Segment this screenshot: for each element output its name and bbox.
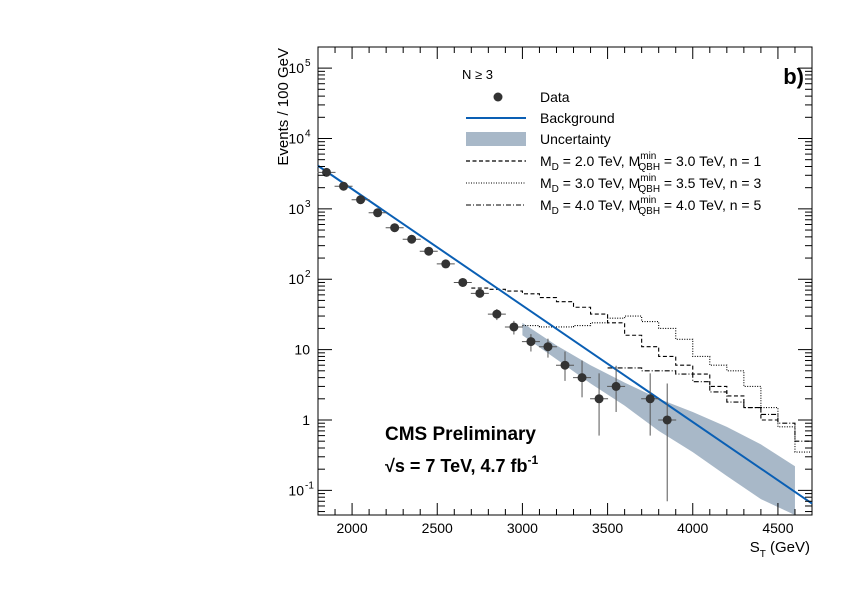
data-point-19 <box>641 373 660 436</box>
data-marker <box>645 394 655 404</box>
legend-signal-3: MD = 4.0 TeV, Mmin QBH = 4.0 TeV, n = 5 <box>466 195 761 217</box>
legend-signal-1-label: MD = 2.0 TeV, Mmin QBH = 3.0 TeV, n = 1 <box>540 151 761 173</box>
y-axis-label: Events / 100 GeV <box>275 48 292 166</box>
data-point-10 <box>470 288 489 298</box>
energy-label-text: √s = 7 TeV, 4.7 fb <box>385 456 527 476</box>
data-marker <box>424 246 434 256</box>
data-marker <box>594 394 604 404</box>
x-axis-label: ST (GeV) <box>750 539 810 560</box>
legend-signal-2-label: MD = 3.0 TeV, Mmin QBH = 3.5 TeV, n = 3 <box>540 173 761 195</box>
data-marker <box>611 381 621 391</box>
data-point-4 <box>368 208 387 218</box>
data-point-13 <box>521 334 540 352</box>
data-point-6 <box>402 234 421 244</box>
x-axis-label-unit: (GeV) <box>766 539 810 556</box>
background-fit-group <box>317 164 813 505</box>
panel-label: b) <box>783 64 804 89</box>
legend-background: Background <box>466 110 615 126</box>
data-point-8 <box>436 259 455 269</box>
y-tick-label-exponent: 2 <box>305 269 311 280</box>
data-marker <box>458 277 468 287</box>
data-marker <box>373 208 383 218</box>
x-tick-label: 4500 <box>762 520 793 536</box>
x-tick-label: 3500 <box>592 520 623 536</box>
data-points-group <box>317 167 677 502</box>
data-marker <box>662 415 672 425</box>
y-tick-label: 10 <box>288 271 304 287</box>
legend-signal-3-label: MD = 4.0 TeV, Mmin QBH = 4.0 TeV, n = 5 <box>540 195 761 217</box>
data-marker <box>543 342 553 352</box>
y-tick-label: 10 <box>294 342 310 358</box>
signal-histograms <box>471 287 812 453</box>
x-axis-label-main: S <box>750 539 760 556</box>
y-tick-label-exponent: 4 <box>305 128 311 139</box>
experiment-label: CMS Preliminary <box>385 424 536 445</box>
legend: Data Background Uncertainty MD = 2.0 TeV… <box>466 89 761 217</box>
legend-signal-1: MD = 2.0 TeV, Mmin QBH = 3.0 TeV, n = 1 <box>466 151 761 173</box>
data-marker <box>339 181 349 191</box>
data-point-5 <box>385 223 404 233</box>
data-point-2 <box>334 181 353 191</box>
legend-background-label: Background <box>540 110 615 126</box>
data-point-14 <box>538 338 557 358</box>
selection-label: N ≥ 3 <box>462 67 493 82</box>
data-marker <box>441 259 451 269</box>
y-tick-label: 10 <box>288 201 304 217</box>
data-marker <box>407 234 417 244</box>
data-point-7 <box>419 246 438 256</box>
legend-uncertainty-swatch <box>466 132 526 146</box>
x-tick-label: 2500 <box>422 520 453 536</box>
uncertainty-band-group <box>522 322 795 515</box>
y-tick-label: 10 <box>288 482 304 498</box>
data-point-15 <box>556 351 574 381</box>
data-point-12 <box>504 320 523 335</box>
data-point-18 <box>607 365 626 412</box>
data-point-17 <box>590 373 609 436</box>
legend-uncertainty-label: Uncertainty <box>540 131 611 147</box>
data-point-20 <box>658 383 677 502</box>
y-tick-label-exponent: 5 <box>305 58 311 69</box>
data-marker <box>560 360 570 370</box>
y-tick-label: 10 <box>288 130 304 146</box>
legend-data: Data <box>493 89 570 105</box>
energy-label-sup: -1 <box>527 453 538 467</box>
x-axis-label-sub: T <box>760 549 766 560</box>
data-marker <box>475 288 485 298</box>
uncertainty-band <box>522 322 795 515</box>
legend-data-label: Data <box>540 89 570 105</box>
energy-label: √s = 7 TeV, 4.7 fb-1 <box>385 453 538 476</box>
y-tick-label-exponent: -1 <box>305 480 314 491</box>
signal-histogram-3 <box>607 367 812 442</box>
y-tick-label-exponent: 3 <box>305 199 311 210</box>
data-point-11 <box>487 309 506 321</box>
data-marker <box>509 322 519 332</box>
data-point-9 <box>453 277 472 287</box>
x-tick-label: 2000 <box>336 520 367 536</box>
legend-uncertainty: Uncertainty <box>466 131 611 147</box>
data-point-1 <box>317 167 336 177</box>
y-tick-label: 10 <box>288 60 304 76</box>
data-marker <box>322 167 332 177</box>
signal-histogram-2 <box>522 315 812 453</box>
x-tick-label: 3000 <box>507 520 538 536</box>
data-marker <box>390 223 400 233</box>
background-fit-line <box>317 164 813 505</box>
data-marker <box>356 195 366 205</box>
legend-data-marker <box>493 92 503 102</box>
data-marker <box>526 337 536 347</box>
legend-signal-2: MD = 3.0 TeV, Mmin QBH = 3.5 TeV, n = 3 <box>466 173 761 195</box>
x-tick-label: 4000 <box>677 520 708 536</box>
data-point-16 <box>573 360 592 398</box>
data-marker <box>577 373 587 383</box>
y-tick-label: 1 <box>302 412 310 428</box>
data-point-3 <box>351 195 370 205</box>
data-marker <box>492 309 502 319</box>
